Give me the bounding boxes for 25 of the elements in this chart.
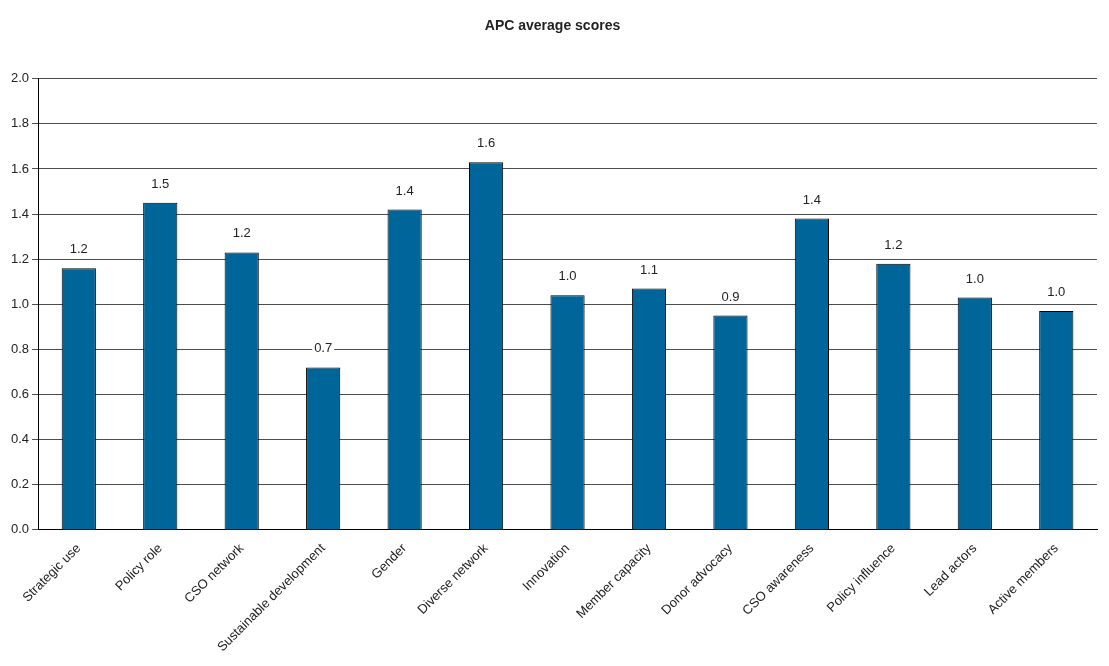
data-label: 1.2 — [232, 225, 251, 241]
y-tick-label: 1.6 — [10, 160, 30, 176]
data-label: 1.4 — [802, 191, 821, 207]
data-label: 1.2 — [69, 241, 88, 257]
y-tick-label: 1.8 — [10, 115, 30, 131]
y-tick-label: 0.6 — [10, 386, 30, 402]
chart-title: APC average scores — [484, 17, 621, 34]
y-tick-label: 0.0 — [10, 521, 30, 537]
y-tick-label: 0.8 — [10, 340, 30, 356]
data-label: 1.5 — [151, 175, 170, 191]
data-label: 1.0 — [558, 268, 577, 284]
y-tick-label: 1.0 — [10, 295, 30, 311]
data-label: 1.2 — [884, 236, 903, 252]
y-tick-label: 1.4 — [10, 205, 30, 221]
data-label: 0.7 — [314, 340, 333, 356]
data-label: 0.9 — [721, 288, 740, 304]
y-tick-label: 1.2 — [10, 250, 30, 266]
data-label: 1.0 — [965, 270, 984, 286]
y-tick-label: 0.4 — [10, 431, 30, 447]
data-label: 1.0 — [1047, 284, 1066, 300]
y-tick-label: 2.0 — [10, 70, 30, 86]
data-label: 1.4 — [395, 182, 414, 198]
data-label: 1.1 — [639, 261, 659, 277]
data-label: 1.6 — [477, 135, 496, 151]
y-tick-label: 0.2 — [10, 476, 30, 492]
